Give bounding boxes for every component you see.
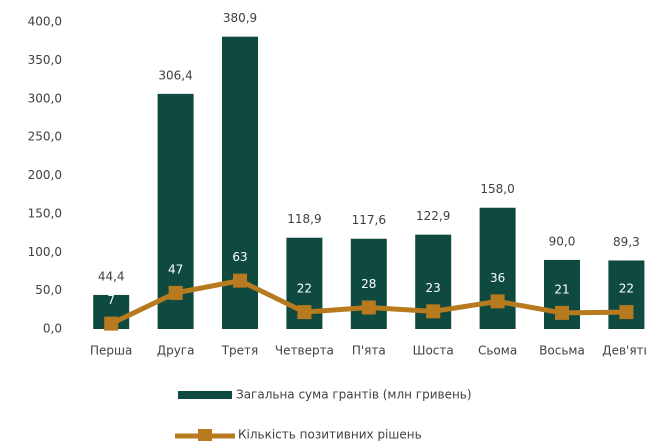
x-tick-label: Друга [157, 344, 195, 358]
x-tick-label: Восьма [539, 344, 585, 358]
y-tick-label: 50,0 [35, 283, 62, 297]
line-marker [297, 305, 312, 320]
line-value-label: 28 [361, 277, 376, 291]
line-marker [426, 304, 441, 319]
bar-value-label: 89,3 [613, 235, 640, 249]
bar-value-label: 122,9 [416, 209, 450, 223]
line-marker [490, 294, 505, 309]
line-value-label: 23 [426, 281, 441, 295]
y-tick-label: 200,0 [28, 168, 62, 182]
y-tick-label: 250,0 [28, 130, 62, 144]
bar-value-label: 306,4 [158, 68, 192, 82]
x-tick-label: Третя [221, 344, 259, 358]
bar-value-label: 90,0 [549, 234, 576, 248]
line-value-label: 36 [490, 271, 505, 285]
x-tick-label: Перша [90, 344, 132, 358]
y-tick-label: 100,0 [28, 245, 62, 259]
bar-value-label: 158,0 [480, 182, 514, 196]
bar [479, 207, 516, 329]
x-tick-label: Четверта [275, 344, 334, 358]
line-marker [619, 305, 634, 320]
line-marker [168, 285, 183, 300]
line-value-label: 63 [232, 250, 247, 264]
line-marker [555, 305, 569, 320]
line-value-label: 7 [107, 293, 115, 307]
line-value-label: 47 [168, 262, 183, 276]
line-value-label: 21 [554, 282, 569, 296]
line-marker [104, 316, 119, 331]
y-tick-label: 0,0 [43, 322, 62, 336]
line-marker [361, 300, 376, 315]
x-tick-label: Шоста [413, 344, 454, 358]
bar-value-label: 44,4 [98, 269, 125, 283]
x-tick-label: П'ята [352, 344, 386, 358]
x-tick-label: Дев'ять [602, 344, 646, 358]
line-value-label: 22 [297, 282, 312, 296]
y-tick-label: 350,0 [28, 53, 62, 67]
bar-value-label: 117,6 [352, 213, 386, 227]
legend-swatch [178, 391, 232, 399]
legend-swatch [198, 429, 212, 441]
legend-label: Загальна сума грантів (млн гривень) [236, 388, 472, 402]
x-tick-label: Сьома [478, 344, 517, 358]
y-tick-label: 300,0 [28, 91, 62, 105]
legend-label: Кількість позитивних рішень [238, 428, 422, 441]
line-marker [233, 273, 247, 288]
bar-value-label: 380,9 [223, 11, 257, 25]
y-tick-label: 400,0 [28, 15, 62, 29]
bar-value-label: 118,9 [287, 212, 321, 226]
y-tick-label: 150,0 [28, 206, 62, 220]
line-value-label: 22 [619, 282, 634, 296]
